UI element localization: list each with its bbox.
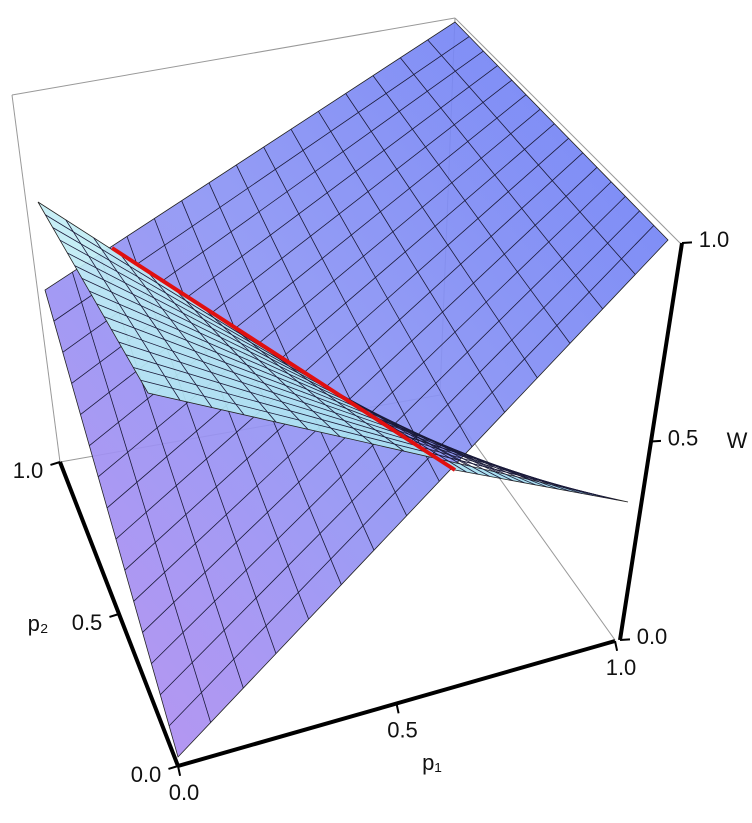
mesh-line bbox=[133, 167, 598, 602]
mesh-line bbox=[235, 164, 408, 516]
mesh-line bbox=[345, 93, 538, 379]
mesh-line bbox=[427, 451, 597, 496]
mesh-line bbox=[159, 210, 640, 696]
mesh-line bbox=[399, 433, 565, 488]
mesh-line bbox=[372, 75, 571, 344]
x-tick-label: 0.5 bbox=[387, 717, 418, 742]
surface-blue bbox=[44, 21, 669, 758]
y-tick-label: 0.0 bbox=[131, 762, 162, 787]
mesh-line bbox=[232, 326, 373, 445]
z-tick bbox=[681, 241, 693, 244]
y-tick-label: 0.5 bbox=[72, 610, 103, 635]
surfaces bbox=[37, 21, 669, 758]
mesh-line bbox=[71, 272, 212, 723]
y-tick-label: 1.0 bbox=[13, 458, 44, 483]
x-tick bbox=[614, 640, 619, 651]
mesh-line bbox=[148, 273, 277, 423]
mesh-line bbox=[124, 152, 584, 571]
mesh-line bbox=[260, 344, 405, 452]
mesh-line bbox=[400, 57, 603, 310]
y-axis-label: p₂ bbox=[28, 611, 49, 636]
intersection-line bbox=[110, 246, 457, 472]
mesh-line bbox=[121, 255, 245, 416]
axes: 0.0 0.5 1.0 p₁ 0.0 0.5 1.0 p₂ 0.0 0.5 1.0 W bbox=[13, 227, 748, 805]
mesh-line bbox=[263, 146, 440, 482]
mesh-line bbox=[204, 308, 341, 437]
mesh-line bbox=[52, 227, 479, 475]
mesh-line bbox=[133, 367, 606, 499]
y-tick bbox=[109, 613, 120, 618]
mesh-line bbox=[142, 181, 612, 633]
mesh-line bbox=[153, 218, 310, 620]
mesh-line bbox=[93, 237, 213, 408]
z-tick bbox=[619, 638, 631, 641]
mesh-line bbox=[106, 123, 555, 509]
mesh-line bbox=[290, 129, 473, 447]
x-axis-label: p₁ bbox=[422, 750, 442, 775]
mesh-line bbox=[65, 219, 181, 401]
y-tick bbox=[168, 765, 179, 770]
x-tick-label: 0.0 bbox=[169, 780, 200, 805]
mesh-line bbox=[67, 252, 502, 479]
z-tick-label: 0.0 bbox=[637, 624, 668, 649]
mesh-line bbox=[371, 416, 533, 481]
x-tick bbox=[395, 703, 400, 714]
mesh-line bbox=[115, 137, 569, 540]
x-tick bbox=[177, 765, 182, 776]
mesh-line bbox=[97, 108, 541, 478]
mesh-line bbox=[176, 291, 309, 430]
z-tick bbox=[650, 439, 662, 443]
y-tick bbox=[50, 461, 61, 466]
z-tick-label: 0.5 bbox=[668, 425, 699, 450]
mesh-line bbox=[59, 239, 490, 477]
mesh-line bbox=[343, 398, 501, 474]
mesh-line bbox=[427, 39, 636, 275]
z-axis-label: W bbox=[727, 428, 748, 453]
x-tick-label: 1.0 bbox=[606, 655, 637, 680]
mesh-line bbox=[317, 111, 506, 413]
z-tick-label: 1.0 bbox=[699, 227, 730, 252]
mesh-line bbox=[168, 225, 655, 727]
